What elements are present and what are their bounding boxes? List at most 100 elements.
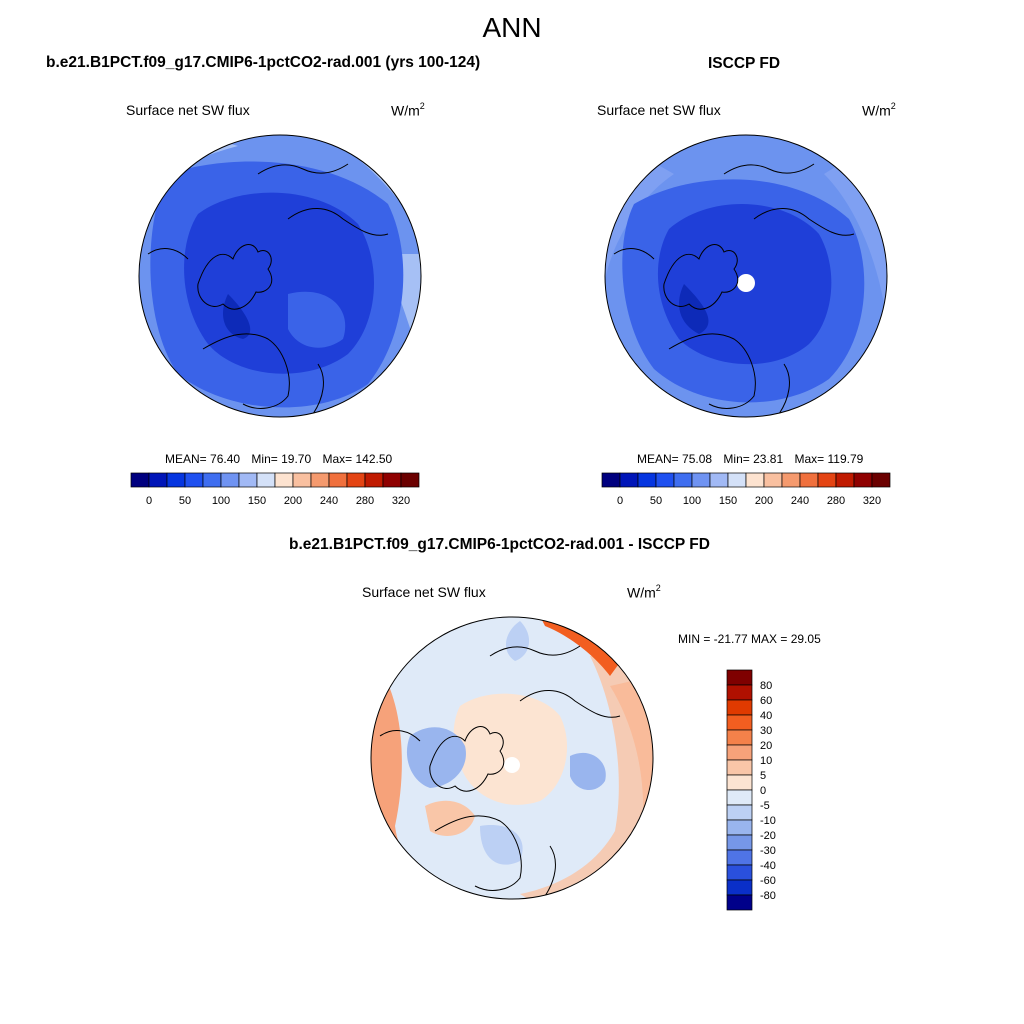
panel-3-colorbar-swatch — [726, 894, 753, 911]
panel-3-colorbar-tick-label: 20 — [760, 740, 772, 752]
panel-1-map-border — [138, 134, 422, 418]
panel-1-colorbar: 0 50 100 150 200 240 280 320 — [130, 472, 420, 507]
panel-3-colorbar-tick-label: 60 — [760, 695, 772, 707]
panel-2-colorbar-swatch — [601, 472, 621, 488]
panel-3-colorbar-tick-label: -5 — [760, 800, 770, 812]
panel-1-colorbar-swatch — [292, 472, 312, 488]
panel-2-title: ISCCP FD — [708, 55, 781, 72]
panel-2-colorbar-swatch — [691, 472, 711, 488]
panel-2-stats: MEAN= 75.08 Min= 23.81 Max= 119.79 — [637, 452, 864, 466]
panel-1-colorbar-tick-label: 200 — [284, 495, 302, 507]
panel-1-colorbar-tick-label: 100 — [212, 495, 230, 507]
panel-2-colorbar-tick-label: 200 — [755, 495, 773, 507]
panel-3-colorbar-swatch — [726, 759, 753, 776]
panel-3-stats: MIN = -21.77 MAX = 29.05 — [678, 632, 821, 646]
panel-1-filled-contours — [139, 135, 421, 417]
panel-1-colorbar-swatch — [166, 472, 186, 488]
panel-2-colorbar-swatch — [637, 472, 657, 488]
panel-2-colorbar-swatch — [619, 472, 639, 488]
panel-3-colorbar-tick-label: -30 — [760, 845, 776, 857]
panel-3-colorbar-swatch — [726, 714, 753, 731]
panel-2-colorbar-swatch — [763, 472, 783, 488]
panel-2-colorbar-tick-label: 50 — [650, 495, 662, 507]
panel-2-colorbar-tick-label: 150 — [719, 495, 737, 507]
figure-title: ANN — [482, 12, 542, 43]
panel-1-colorbar-swatch — [130, 472, 150, 488]
panel-3-title: b.e21.B1PCT.f09_g17.CMIP6-1pctCO2-rad.00… — [289, 536, 710, 553]
panel-2-pole-hole — [737, 274, 755, 292]
panel-2-colorbar-swatch — [727, 472, 747, 488]
panel-2-colorbar-tick-label: 0 — [617, 495, 623, 507]
panel-2-colorbar-swatch — [709, 472, 729, 488]
panel-3-colorbar-tick-label: 30 — [760, 725, 772, 737]
panel-2-units: W/m2 — [862, 101, 896, 119]
panel-2-colorbar-swatch — [673, 472, 693, 488]
panel-1-colorbar-swatch — [382, 472, 402, 488]
panel-1-polar-map — [138, 134, 422, 418]
panel-2-colorbar-swatch — [871, 472, 891, 488]
panel-2-colorbar-swatch — [745, 472, 765, 488]
panel-2-map-border — [604, 134, 888, 418]
panel-1-colorbar-tick-label: 280 — [356, 495, 374, 507]
panel-3-colorbar-tick-label: 80 — [760, 680, 772, 692]
panel-3-colorbar-swatch — [726, 684, 753, 701]
panel-2-colorbar: 0 50 100 150 200 240 280 320 — [601, 472, 891, 507]
panel-1-colorbar-tick-label: 320 — [392, 495, 410, 507]
panel-3-colorbar-swatch — [726, 819, 753, 836]
panel-2-polar-map — [604, 134, 888, 418]
panel-2-colorbar-tick-label: 280 — [827, 495, 845, 507]
panel-2-colorbar-swatch — [853, 472, 873, 488]
panel-3-coastlines — [379, 645, 621, 897]
panel-3-colorbar-tick-label: -20 — [760, 830, 776, 842]
panel-3-colorbar-swatch — [726, 804, 753, 821]
panel-3-colorbar-swatch — [726, 744, 753, 761]
panel-1-colorbar-tick-label: 50 — [179, 495, 191, 507]
panel-2-colorbar-swatch — [655, 472, 675, 488]
panel-3-colorbar-swatch — [726, 879, 753, 896]
panel-1-colorbar-swatch — [184, 472, 204, 488]
panel-3-colorbar-tick-label: 10 — [760, 755, 772, 767]
panel-1-colorbar-swatch — [238, 472, 258, 488]
panel-1-colorbar-swatch — [274, 472, 294, 488]
panel-3-polar-map — [370, 616, 654, 900]
panel-1-variable-label: Surface net SW flux — [126, 102, 250, 118]
panel-1-colorbar-swatch — [148, 472, 168, 488]
panel-3-colorbar-tick-label: 0 — [760, 785, 766, 797]
panel-1-colorbar-swatch — [310, 472, 330, 488]
panel-1-colorbar-swatch — [220, 472, 240, 488]
panel-3-colorbar-swatch — [726, 774, 753, 791]
panel-3-colorbar-tick-label: 5 — [760, 770, 766, 782]
panel-3-colorbar-swatch — [726, 789, 753, 806]
panel-2-colorbar-tick-label: 320 — [863, 495, 881, 507]
panel-3-pole-hole — [504, 757, 520, 773]
panel-2-colorbar-swatch — [799, 472, 819, 488]
panel-3-colorbar-tick-label: 40 — [760, 710, 772, 722]
panel-3-colorbar-tick-label: -80 — [760, 890, 776, 902]
panel-2-variable-label: Surface net SW flux — [597, 102, 721, 118]
panel-3-colorbar-swatch — [726, 864, 753, 881]
panel-3-colorbar: 80 60 40 30 20 10 5 0 -5 -10 -20 -30 -40 -60 -80 — [726, 669, 776, 911]
panel-3-colorbar-swatch — [726, 729, 753, 746]
panel-3-colorbar-swatch — [726, 834, 753, 851]
panel-1-colorbar-swatch — [364, 472, 384, 488]
panel-1-colorbar-swatch — [202, 472, 222, 488]
panel-1-stats: MEAN= 76.40 Min= 19.70 Max= 142.50 — [165, 452, 393, 466]
panel-3-colorbar-swatch — [726, 669, 753, 686]
panel-3-variable-label: Surface net SW flux — [362, 584, 486, 600]
panel-3-colorbar-tick-label: -10 — [760, 815, 776, 827]
panel-3-map-border — [370, 616, 654, 900]
panel-3-colorbar-tick-label: -40 — [760, 860, 776, 872]
panel-3-units: W/m2 — [627, 583, 661, 601]
panel-1-colorbar-tick-label: 150 — [248, 495, 266, 507]
panel-3-colorbar-swatch — [726, 849, 753, 866]
panel-2-coastlines — [613, 163, 855, 415]
panel-1-colorbar-swatch — [256, 472, 276, 488]
panel-2-colorbar-swatch — [781, 472, 801, 488]
panel-1-title: b.e21.B1PCT.f09_g17.CMIP6-1pctCO2-rad.00… — [46, 54, 481, 71]
panel-2-filled-contours — [605, 135, 887, 417]
panel-3-colorbar-tick-label: -60 — [760, 875, 776, 887]
panel-1-colorbar-swatch — [328, 472, 348, 488]
panel-2-colorbar-swatch — [817, 472, 837, 488]
panel-1-units: W/m2 — [391, 101, 425, 119]
panel-2-colorbar-tick-label: 100 — [683, 495, 701, 507]
